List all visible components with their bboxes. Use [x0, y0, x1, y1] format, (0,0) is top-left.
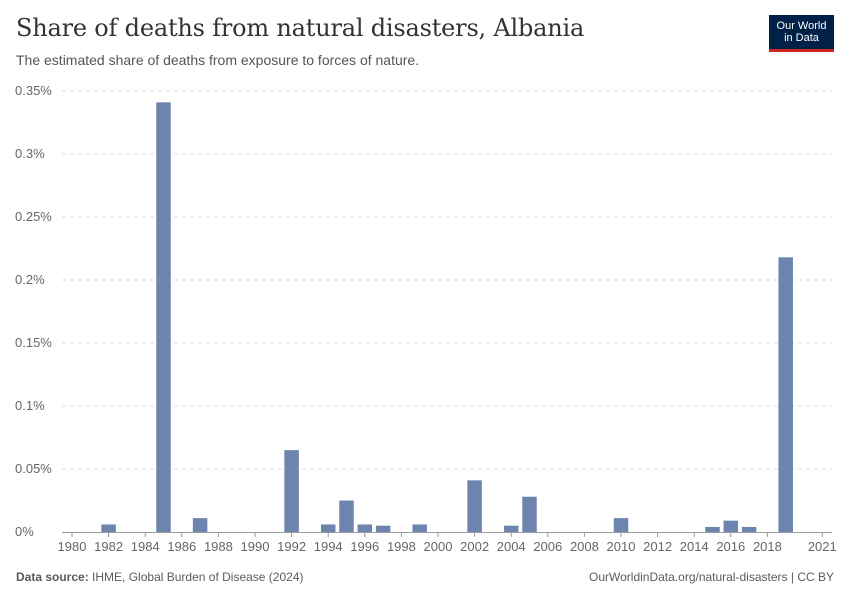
x-tick-label: 1984: [131, 539, 160, 554]
bar-1994[interactable]: [320, 524, 336, 532]
chart-title: Share of deaths from natural disasters, …: [16, 14, 585, 42]
x-tick-label: 1980: [58, 539, 87, 554]
x-tick-label: 2014: [680, 539, 709, 554]
x-tick-label: 2000: [424, 539, 453, 554]
bar-1992[interactable]: [284, 450, 299, 532]
logo-line-1: Our World: [776, 20, 827, 32]
x-tick-label: 1990: [241, 539, 270, 554]
y-tick-label: 0.05%: [15, 461, 52, 476]
x-tick-label: 1982: [94, 539, 123, 554]
bar-2019[interactable]: [778, 257, 793, 532]
x-tick-label: 2002: [460, 539, 489, 554]
data-source-text[interactable]: IHME, Global Burden of Disease (2024): [92, 570, 304, 584]
bar-1997[interactable]: [375, 525, 391, 532]
bar-1999[interactable]: [412, 524, 427, 532]
x-tick-label: 1986: [167, 539, 196, 554]
bar-1985[interactable]: [156, 102, 171, 532]
bar-1982[interactable]: [101, 524, 116, 532]
x-tick-label: 2010: [607, 539, 636, 554]
y-tick-label: 0%: [15, 524, 34, 539]
bar-2005[interactable]: [522, 496, 537, 532]
x-tick-label: 1998: [387, 539, 416, 554]
x-tick-label: 1994: [314, 539, 343, 554]
bar-1987[interactable]: [192, 518, 208, 532]
y-tick-label: 0.15%: [15, 335, 52, 350]
bar-2010[interactable]: [613, 518, 629, 532]
data-source: Data source: IHME, Global Burden of Dise…: [16, 570, 303, 584]
bar-1996[interactable]: [357, 524, 373, 532]
x-tick-label: 2016: [716, 539, 745, 554]
x-tick-label: 1988: [204, 539, 233, 554]
logo-accent-bar: [769, 49, 834, 52]
data-source-label: Data source:: [16, 570, 89, 584]
x-tick-label: 2004: [497, 539, 526, 554]
bar-2004[interactable]: [503, 525, 519, 532]
credit-link[interactable]: OurWorldinData.org/natural-disasters | C…: [589, 570, 834, 584]
x-tick-label: 1996: [350, 539, 379, 554]
y-tick-label: 0.3%: [15, 146, 45, 161]
logo-line-2: in Data: [784, 32, 819, 44]
x-tick-label: 2012: [643, 539, 672, 554]
owid-logo[interactable]: Our World in Data: [769, 15, 834, 52]
y-tick-label: 0.1%: [15, 398, 45, 413]
y-tick-label: 0.2%: [15, 272, 45, 287]
bar-2015[interactable]: [705, 526, 720, 532]
bar-2002[interactable]: [467, 480, 482, 532]
chart-subtitle: The estimated share of deaths from expos…: [16, 52, 420, 68]
x-tick-label: 1992: [277, 539, 306, 554]
bar-2017[interactable]: [741, 526, 757, 532]
x-tick-label: 2021: [808, 539, 837, 554]
y-tick-label: 0.25%: [15, 209, 52, 224]
y-tick-label: 0.35%: [15, 83, 52, 98]
x-tick-label: 2008: [570, 539, 599, 554]
bar-2016[interactable]: [723, 520, 739, 532]
x-tick-label: 2006: [533, 539, 562, 554]
bar-1995[interactable]: [339, 500, 354, 533]
x-tick-label: 2018: [753, 539, 782, 554]
